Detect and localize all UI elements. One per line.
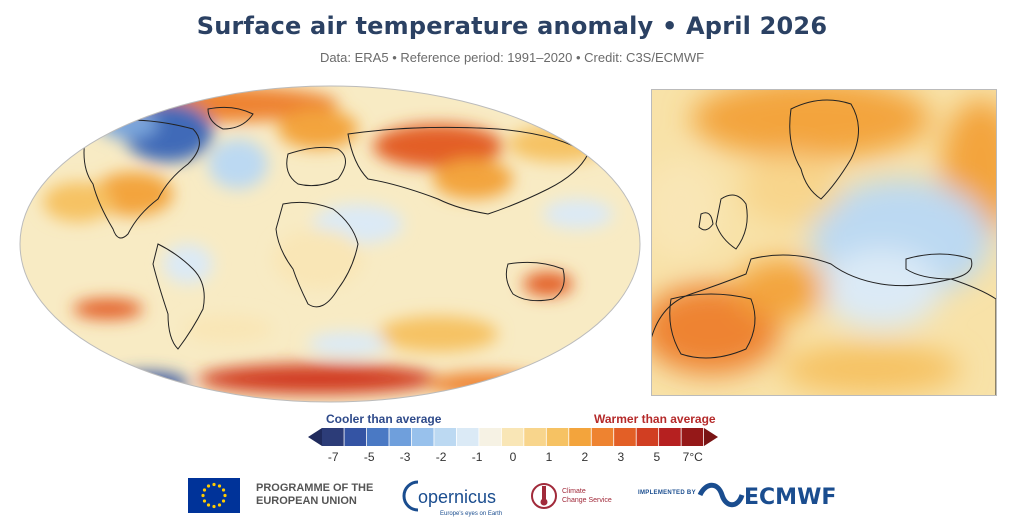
eu-star-icon <box>221 488 226 492</box>
c3s-line1: Climate <box>562 488 586 495</box>
colorbar-segment <box>344 428 367 446</box>
colorbar-segment <box>614 428 636 446</box>
colorbar-tick-label: -3 <box>399 450 411 464</box>
colorbar-segment <box>524 428 546 446</box>
colorbar-segment <box>501 428 524 446</box>
colorbar-tick-label: -1 <box>471 450 483 464</box>
colorbar-tick-label: 1 <box>545 450 553 464</box>
c3s-line2: Change Service <box>562 497 612 504</box>
legend-warmer-label: Warmer than average <box>594 412 716 426</box>
eu-star-icon <box>217 503 222 507</box>
colorbar-segment <box>659 428 681 446</box>
colorbar-segment <box>411 428 434 446</box>
eu-programme-text: PROGRAMME OF THE EUROPEAN UNION <box>256 482 374 507</box>
europe-anomaly-map <box>651 89 997 396</box>
world-anomaly-map <box>19 85 641 403</box>
colorbar-segment <box>479 428 501 446</box>
colorbar-segment <box>389 428 412 446</box>
copernicus-tagline: Europe's eyes on Earth <box>440 511 502 517</box>
temperature-colorbar <box>308 428 718 446</box>
eu-star-icon <box>212 482 216 487</box>
eu-star-icon <box>201 493 205 498</box>
colorbar-segment <box>322 428 344 446</box>
implemented-by-text: IMPLEMENTED BY <box>638 490 696 496</box>
climate-change-service-logo-icon: Climate Change Service <box>531 483 612 509</box>
eu-star-icon <box>212 504 216 509</box>
eu-star-icon <box>223 493 227 498</box>
colorbar-segment <box>569 428 591 446</box>
colorbar-ticks: -7 -5 -3 -2 -1 0 1 2 3 5 7°C <box>308 450 718 466</box>
eu-star-icon <box>202 499 207 503</box>
copernicus-logo-icon: opernicus Europe's eyes on Earth <box>402 480 502 517</box>
eu-star-icon <box>221 499 226 503</box>
colorbar-segment <box>456 428 479 446</box>
colorbar-tick-label: -2 <box>435 450 447 464</box>
colorbar-tick-label: 3 <box>617 450 625 464</box>
colorbar-segment <box>546 428 569 446</box>
colorbar-right-arrow <box>704 428 718 446</box>
copernicus-name: opernicus <box>418 487 496 507</box>
colorbar-segment <box>636 428 659 446</box>
eu-star-icon <box>217 484 222 488</box>
ecmwf-logo-icon: ECMWF <box>697 482 836 510</box>
colorbar-tick-label: 2 <box>581 450 589 464</box>
colorbar-segment <box>434 428 457 446</box>
colorbar-tick-label: 5 <box>653 450 661 464</box>
map-subtitle: Data: ERA5 • Reference period: 1991–2020… <box>319 50 705 65</box>
eu-star-icon <box>206 484 211 488</box>
colorbar-segment <box>591 428 614 446</box>
ecmwf-name: ECMWF <box>744 485 836 510</box>
legend-cooler-label: Cooler than average <box>326 412 442 426</box>
colorbar-segment <box>681 428 704 446</box>
colorbar-left-arrow <box>308 428 322 446</box>
colorbar-tick-label: 7°C <box>682 450 703 464</box>
eu-star-icon <box>206 503 211 507</box>
colorbar-segment <box>366 428 389 446</box>
eu-star-icon <box>202 488 207 492</box>
eu-flag-icon <box>188 478 240 513</box>
colorbar-tick-label: 0 <box>509 450 517 464</box>
colorbar-tick-label: -5 <box>363 450 375 464</box>
map-title: Surface air temperature anomaly • April … <box>196 12 828 40</box>
colorbar-tick-label: -7 <box>327 450 339 464</box>
